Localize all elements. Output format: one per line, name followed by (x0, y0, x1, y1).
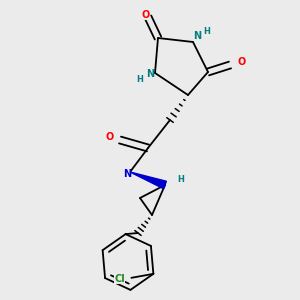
Text: Cl: Cl (114, 274, 125, 284)
Text: H: H (136, 74, 143, 83)
Text: H: H (178, 176, 184, 184)
Text: H: H (204, 28, 210, 37)
Text: O: O (142, 10, 150, 20)
Text: N: N (146, 69, 154, 79)
Text: O: O (238, 57, 246, 67)
Polygon shape (130, 172, 167, 189)
Text: O: O (106, 132, 114, 142)
Text: N: N (193, 31, 201, 41)
Text: N: N (123, 169, 131, 179)
